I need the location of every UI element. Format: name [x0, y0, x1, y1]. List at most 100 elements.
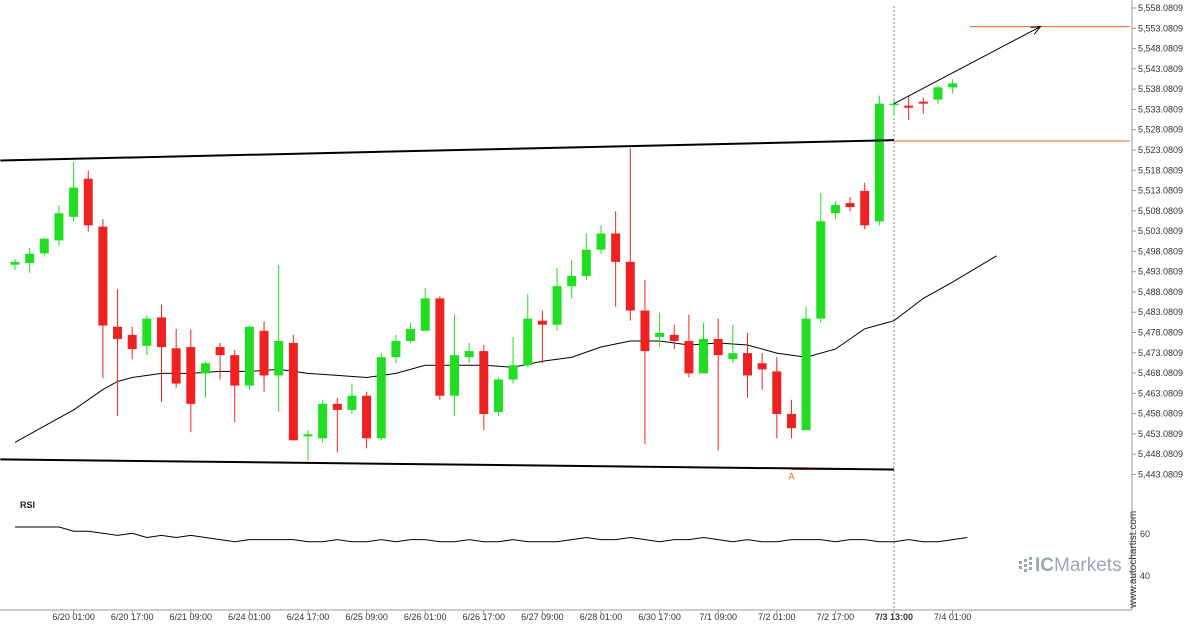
candle-body: [113, 326, 123, 339]
candle-body: [157, 317, 166, 348]
projection-arrow-head-icon: [1030, 25, 1042, 35]
y-tick-label: 5,543.0809: [1138, 64, 1183, 74]
x-tick-label: 6/20 01:00: [52, 612, 95, 622]
candle-body: [98, 226, 108, 326]
candle-body: [860, 190, 870, 226]
candle-body: [786, 413, 796, 429]
candle-body: [435, 298, 445, 396]
candle-body: [918, 101, 928, 104]
candle-body: [948, 83, 958, 88]
projection-arrow-line: [893, 26, 1041, 105]
rsi-tick-label: 60: [1140, 529, 1150, 539]
candle-body: [244, 326, 254, 386]
candle-body: [655, 332, 665, 337]
watermark-dots-icon: [1019, 557, 1032, 572]
pattern-point-label: A: [788, 472, 794, 482]
upper-trendline: [0, 139, 895, 162]
candle-body: [757, 363, 767, 370]
candle-body: [69, 187, 79, 217]
price-axis: 5,558.0809 5,553.0809 5,548.0809 5,543.0809…: [1132, 3, 1183, 480]
candle-body: [215, 347, 225, 356]
y-tick-label: 5,553.0809: [1138, 23, 1183, 33]
y-tick-label: 5,548.0809: [1138, 44, 1183, 54]
candle-body: [904, 105, 914, 108]
candle-body: [669, 334, 679, 341]
y-tick-label: 5,513.0809: [1138, 186, 1183, 196]
y-tick-label: 5,448.0809: [1138, 449, 1183, 459]
y-tick-label: 5,498.0809: [1138, 246, 1183, 256]
x-tick-label: 7/3 13:00: [875, 612, 913, 622]
candle-body: [479, 351, 489, 414]
candle-body: [420, 298, 430, 331]
x-tick-label: 6/20 17:00: [111, 612, 154, 622]
candle-body: [259, 330, 269, 376]
candle-body: [552, 286, 562, 325]
watermark-ic: IC: [1035, 555, 1054, 576]
candle-body: [567, 276, 577, 287]
candle-body: [874, 103, 884, 222]
rsi-label: RSI: [20, 500, 35, 510]
y-tick-label: 5,533.0809: [1138, 104, 1183, 114]
watermark-markets: Markets: [1054, 555, 1122, 576]
y-tick-label: 5,558.0809: [1138, 3, 1183, 13]
candle-body: [801, 318, 811, 431]
candle-body: [450, 355, 459, 396]
candle-body: [127, 334, 137, 350]
candle-body: [728, 353, 738, 360]
candle-body: [464, 351, 474, 358]
x-tick-label: 7/2 01:00: [758, 612, 796, 622]
y-tick-label: 5,458.0809: [1138, 409, 1183, 419]
candle-body: [508, 365, 518, 380]
candle-body: [25, 253, 35, 264]
candle-body: [230, 355, 240, 386]
y-tick-label: 5,478.0809: [1138, 328, 1183, 338]
x-tick-label: 6/24 01:00: [228, 612, 271, 622]
candle-body: [362, 395, 372, 439]
x-tick-label: 7/2 17:00: [817, 612, 855, 622]
candle-body: [625, 261, 635, 311]
y-tick-label: 5,493.0809: [1138, 267, 1183, 277]
x-tick-label: 7/1 09:00: [699, 612, 737, 622]
lower-trendline: [0, 458, 895, 471]
candle-body: [171, 348, 181, 384]
candle-body: [611, 233, 621, 262]
candle-body: [845, 203, 855, 208]
candle-body: [142, 318, 152, 346]
candle-body: [772, 371, 782, 414]
rsi-tick-label: 40: [1140, 571, 1150, 581]
x-tick-label: 7/4 01:00: [934, 612, 972, 622]
candle-body: [347, 395, 357, 410]
x-tick-label: 6/28 01:00: [580, 612, 623, 622]
candle-body: [39, 238, 49, 254]
candle-body: [318, 403, 328, 439]
y-tick-label: 5,488.0809: [1138, 287, 1183, 297]
candle-body: [596, 233, 606, 250]
candle-body: [743, 353, 752, 376]
y-tick-label: 5,483.0809: [1138, 307, 1183, 317]
y-tick-label: 5,453.0809: [1138, 429, 1183, 439]
x-tick-label: 6/26 17:00: [463, 612, 506, 622]
brand-watermark: ICMarkets: [1019, 555, 1122, 576]
y-tick-label: 5,523.0809: [1138, 145, 1183, 155]
candle-body: [274, 340, 284, 376]
candle-body: [684, 340, 694, 374]
y-tick-label: 5,468.0809: [1138, 368, 1183, 378]
y-tick-label: 5,443.0809: [1138, 470, 1183, 480]
x-tick-label: 6/21 09:00: [170, 612, 213, 622]
candle-body: [54, 213, 64, 241]
x-tick-label: 6/27 09:00: [521, 612, 564, 622]
candle-body: [640, 310, 650, 352]
x-tick-label: 6/30 17:00: [638, 612, 681, 622]
rsi-panel: RSI 60 40: [15, 500, 1150, 581]
candle-body: [537, 320, 547, 325]
candle-body: [200, 363, 210, 374]
time-axis: 6/20 01:00 6/20 17:00 6/21 09:00 6/24 01:00…: [52, 610, 971, 622]
y-tick-label: 5,538.0809: [1138, 84, 1183, 94]
candle-body: [376, 357, 386, 439]
x-tick-label: 6/25 09:00: [345, 612, 388, 622]
candle-body: [493, 379, 503, 412]
x-tick-label: 6/26 01:00: [404, 612, 447, 622]
candle-body: [83, 178, 93, 226]
